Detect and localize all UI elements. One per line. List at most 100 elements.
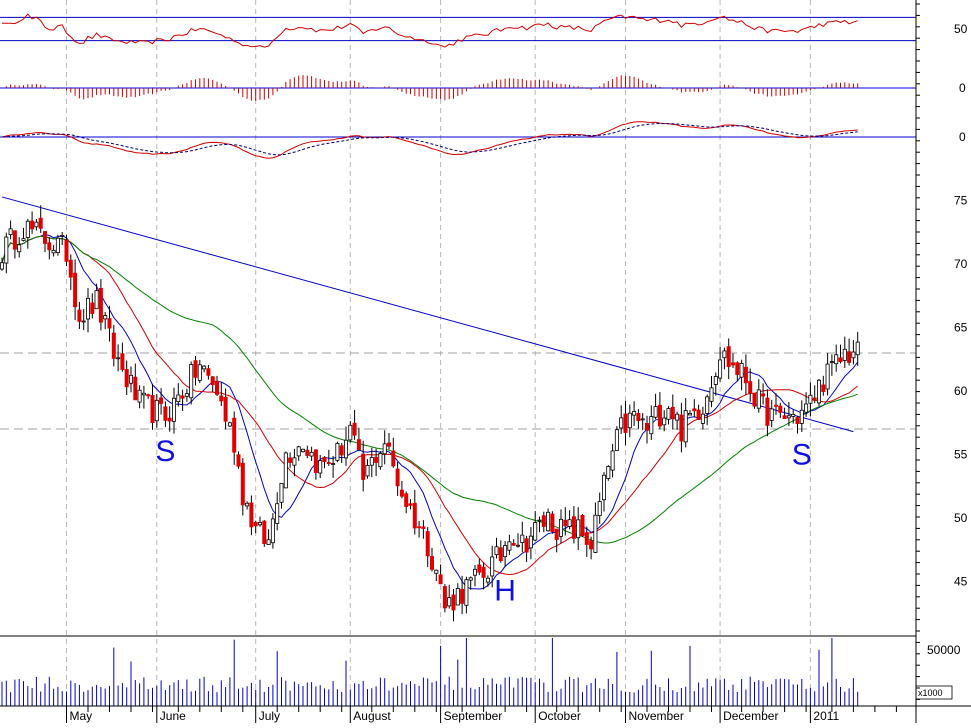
candle: [343, 426, 348, 466]
candle-body: [214, 380, 219, 395]
candle: [541, 511, 546, 533]
candle: [533, 511, 538, 542]
candle: [103, 311, 108, 330]
candle-body: [554, 528, 559, 540]
candle-body: [429, 556, 434, 570]
price-tick-label: 55: [954, 447, 968, 461]
candle-body: [322, 456, 327, 462]
candle-body: [520, 534, 525, 543]
volume-unit-box: [915, 685, 953, 700]
candle-body: [567, 519, 572, 527]
candle-body: [73, 272, 78, 308]
candle: [94, 283, 99, 310]
candle: [412, 489, 417, 535]
candle: [17, 237, 22, 258]
candle-body: [313, 449, 318, 473]
candle-body: [434, 569, 439, 574]
candle: [189, 361, 194, 405]
candle: [227, 421, 232, 427]
candle: [116, 344, 121, 372]
candle: [111, 324, 116, 367]
candle: [322, 456, 327, 469]
month-label: 2011: [813, 709, 839, 723]
candle-body: [576, 519, 581, 539]
candle: [774, 393, 779, 415]
candle-body: [481, 566, 486, 578]
candle: [640, 413, 645, 431]
candle: [120, 342, 125, 372]
candle: [283, 451, 288, 489]
candle: [748, 368, 753, 402]
candle-body: [137, 389, 142, 403]
candle: [649, 405, 654, 440]
candle-body: [589, 540, 594, 550]
candle: [223, 388, 228, 430]
candle-body: [184, 393, 189, 397]
annotations: S H S: [155, 435, 811, 608]
candle: [692, 399, 697, 418]
candle: [778, 402, 783, 418]
month-label: December: [723, 709, 778, 723]
candle-body: [786, 415, 791, 419]
month-label: September: [444, 709, 503, 723]
candle-body: [683, 410, 688, 443]
candle: [296, 445, 301, 461]
candle-body: [98, 287, 103, 323]
candle-body: [636, 412, 641, 421]
candle-body: [808, 394, 813, 404]
candle: [705, 394, 710, 426]
candle-body: [206, 368, 211, 376]
candle-body: [657, 404, 662, 427]
candle: [460, 575, 465, 615]
candle: [300, 448, 305, 453]
price-panel: [0, 196, 860, 622]
candle: [309, 446, 314, 461]
candle-body: [606, 466, 611, 479]
candle-body: [782, 415, 787, 419]
price-tick-label: 60: [954, 384, 968, 398]
candle: [180, 389, 185, 411]
candle-body: [202, 365, 207, 370]
candle: [688, 410, 693, 416]
candle-body: [90, 302, 95, 314]
candle-body: [451, 594, 456, 611]
candle: [731, 353, 736, 368]
candle-body: [275, 503, 280, 524]
candle: [847, 338, 852, 366]
candle-body: [498, 547, 503, 562]
candle-body: [408, 503, 413, 506]
candle: [279, 483, 284, 509]
candle-body: [154, 399, 159, 422]
candle-body: [817, 379, 822, 404]
candle-body: [511, 543, 516, 546]
histogram-tick-label: 0: [959, 81, 966, 95]
candle-body: [653, 406, 658, 418]
candle: [4, 232, 9, 274]
candle-body: [331, 463, 336, 465]
candle: [288, 452, 293, 468]
candle: [812, 385, 817, 404]
candle: [718, 347, 723, 382]
candle: [386, 433, 391, 450]
candle-body: [692, 408, 697, 412]
candle: [485, 575, 490, 587]
candle-body: [12, 230, 17, 250]
candle-body: [55, 237, 60, 254]
candle: [292, 448, 297, 477]
candle-body: [395, 468, 400, 487]
candle: [38, 205, 43, 233]
candle-body: [769, 408, 774, 421]
candle: [425, 527, 430, 568]
candle-body: [735, 362, 740, 376]
candle-body: [249, 502, 254, 528]
price-tick-label: 50: [954, 511, 968, 525]
candle-body: [103, 315, 108, 320]
candle-body: [374, 456, 379, 463]
candle-body: [528, 535, 533, 549]
candle: [709, 376, 714, 408]
candle-body: [550, 513, 555, 532]
candle-body: [232, 417, 237, 453]
candle-body: [30, 220, 35, 230]
candle-body: [537, 519, 542, 522]
candle: [804, 392, 809, 417]
